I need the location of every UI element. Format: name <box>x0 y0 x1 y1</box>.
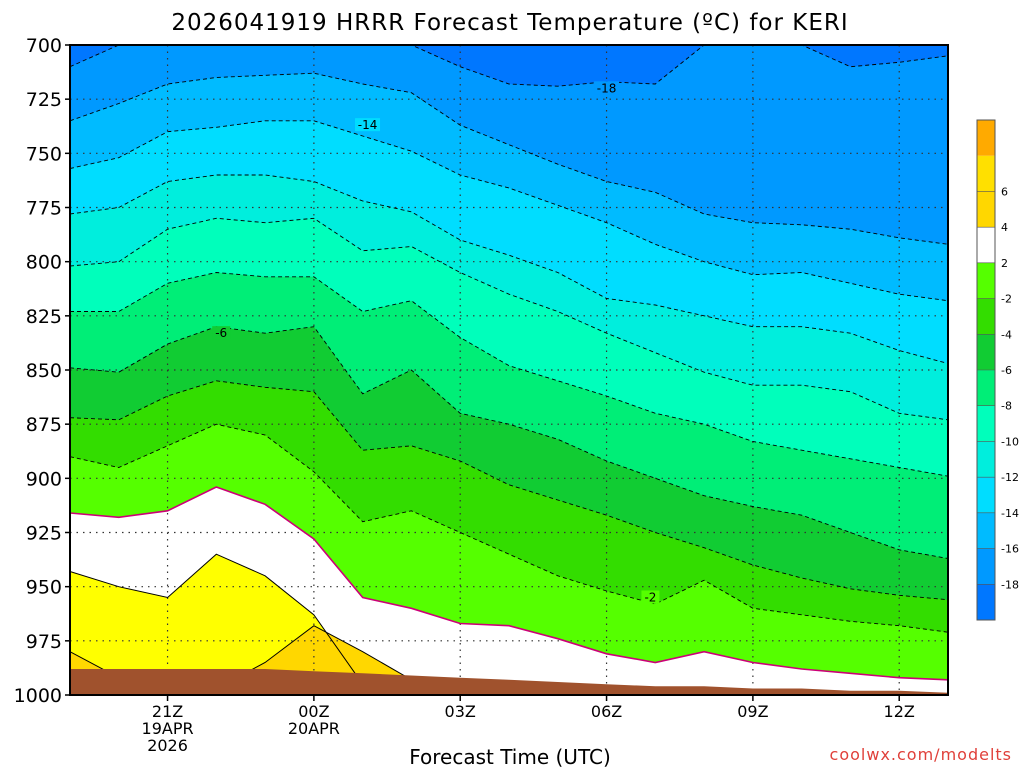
colorbar-swatch <box>977 405 995 442</box>
colorbar-label: -2 <box>1001 293 1012 306</box>
y-tick-label: 725 <box>26 89 62 111</box>
colorbar-swatch <box>977 334 995 370</box>
colorbar-label: -8 <box>1001 400 1012 413</box>
contour-line-m14 <box>69 120 949 302</box>
x-tick-label: 12Z <box>884 702 915 721</box>
y-tick-label: 850 <box>26 360 62 382</box>
credit-text: coolwx.com/modelts <box>830 745 1012 764</box>
x-tick-label: 2026 <box>147 736 188 755</box>
y-tick-label: 950 <box>26 577 62 599</box>
y-tick-label: 925 <box>26 523 62 545</box>
y-tick-label: 900 <box>26 468 62 490</box>
colorbar-swatch <box>977 477 995 513</box>
colorbar-label: 2 <box>1001 257 1008 270</box>
colorbar-swatch <box>977 262 995 299</box>
colorbar-label: -12 <box>1001 471 1019 484</box>
y-tick-label: 775 <box>26 198 62 220</box>
x-tick-label: 20APR <box>288 719 340 738</box>
colorbar-swatch <box>977 298 995 335</box>
colorbar-swatch <box>977 227 995 263</box>
contour-label-bg <box>212 326 231 340</box>
contour-line-m2 <box>69 423 949 633</box>
x-tick-label: 19APR <box>142 719 194 738</box>
y-tick-label: 700 <box>26 35 62 57</box>
colorbar-swatch <box>977 584 995 620</box>
plot-area: -18 -14 -6 -2 <box>69 44 949 696</box>
ground-fill <box>70 669 948 695</box>
contour-label-bg <box>641 590 660 604</box>
colorbar-label: -6 <box>1001 364 1012 377</box>
y-tick-label: 975 <box>26 631 62 653</box>
contour-line-m12 <box>69 174 949 364</box>
colorbar-label: -10 <box>1001 435 1019 448</box>
colorbar-label: -16 <box>1001 543 1019 556</box>
contour-line-m8 <box>70 272 949 477</box>
x-tick-label: 03Z <box>445 702 476 721</box>
y-tick-label: 750 <box>26 143 62 165</box>
contour-label-bg <box>355 118 381 132</box>
x-tick-label: 09Z <box>737 702 768 721</box>
chart-title: 2026041919 HRRR Forecast Temperature (ºC… <box>171 10 848 36</box>
contour-line-m10 <box>69 217 949 421</box>
x-axis-label: Forecast Time (UTC) <box>409 745 611 768</box>
contour-line-0 <box>69 486 949 681</box>
colorbar-label: -18 <box>1001 578 1019 591</box>
colorbar-label: -4 <box>1001 328 1012 341</box>
y-tick-label: 1000 <box>14 685 62 707</box>
colorbar: -18 -16 -14 -12 -10 -8 -6 -4 -2 2 4 6 <box>976 119 1019 621</box>
x-tick-label: 00Z <box>298 702 329 721</box>
colorbar-label: -14 <box>1001 507 1019 520</box>
contour-label-bg <box>594 81 620 95</box>
contour-label: -6 <box>215 326 227 340</box>
x-tick-label: 06Z <box>591 702 622 721</box>
colorbar-swatch <box>977 191 995 228</box>
colorbar-label: 4 <box>1001 221 1008 234</box>
y-tick-label: 825 <box>26 306 62 328</box>
contour-label: -2 <box>644 591 656 605</box>
colorbar-swatch <box>977 441 995 478</box>
y-tick-label: 800 <box>26 252 62 274</box>
colorbar-swatch <box>977 370 995 406</box>
colorbar-swatch <box>977 512 995 549</box>
x-tick-label: 21Z <box>152 702 183 721</box>
contour-line-m4 <box>69 380 949 601</box>
contour-label: -18 <box>597 81 617 95</box>
contour-label: -14 <box>358 118 378 132</box>
colorbar-label: 6 <box>1001 185 1008 198</box>
y-tick-label: 875 <box>26 414 62 436</box>
colorbar-swatch <box>977 548 995 585</box>
colorbar-swatch <box>977 155 995 192</box>
colorbar-swatch <box>977 120 995 156</box>
y-axis: 700 725 750 775 800 825 850 875 900 925 950 975 1000 <box>14 35 70 707</box>
